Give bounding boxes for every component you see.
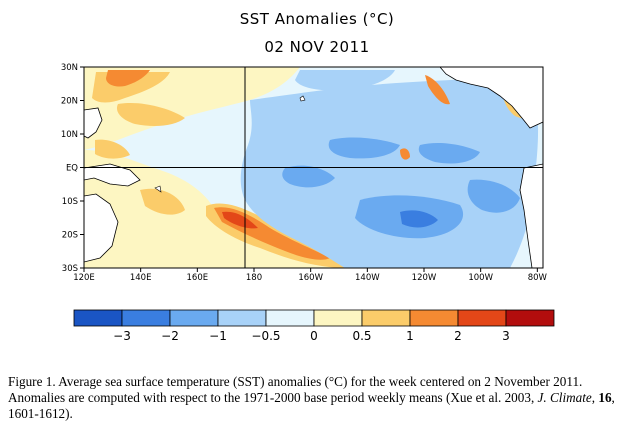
caption-journal: J. Climate [537, 390, 592, 405]
colorbar-label: 3 [502, 329, 510, 343]
colorbar-swatch [169, 309, 219, 327]
land-north-america [439, 67, 543, 129]
lon-tick-label: 120E [73, 273, 95, 283]
warm-anomaly-central-west [116, 102, 185, 126]
lon-tick-label: 160W [298, 273, 323, 283]
colorbar-swatch [121, 309, 171, 327]
map-title: SST Anomalies (°C) [239, 10, 395, 28]
colorbar-label: −2 [161, 329, 179, 343]
colorbar-swatch [313, 309, 363, 327]
warm-region-southwest [84, 150, 345, 268]
warm-spot-equatorial-east [400, 148, 410, 160]
cool-patch-equatorial-2 [418, 142, 480, 164]
lon-tick-label: 140E [130, 273, 152, 283]
latitude-ticks: 30N 20N 10N EQ 10S 20S 30S [61, 63, 84, 274]
cool-region-north-central [295, 70, 395, 91]
warm-anomaly-baja [425, 75, 450, 105]
caption-text: Average sea surface temperature (SST) an… [8, 374, 583, 405]
colorbar-swatch [73, 309, 123, 327]
warm-region-north-central [180, 67, 250, 93]
colorbar-label: 1 [406, 329, 414, 343]
lon-tick-label: 120W [412, 273, 437, 283]
sst-anomaly-map: 30N 20N 10N EQ 10S 20S 30S 120E 140E 160E 180 160W… [61, 63, 555, 343]
warm-anomaly-sw [140, 188, 185, 215]
land-hawaii [299, 95, 306, 102]
colorbar-label: 0.5 [352, 329, 371, 343]
colorbar: −3 −2 −1 −0.5 0 0.5 1 2 3 [73, 309, 555, 343]
cool-patch-central [282, 165, 335, 188]
colorbar-label: −3 [113, 329, 131, 343]
colorbar-swatch [217, 309, 267, 327]
lat-tick-label: 10S [62, 197, 78, 207]
lon-tick-label: 180 [246, 273, 262, 283]
lon-tick-label: 80W [528, 273, 548, 283]
land-australia [84, 193, 119, 263]
lat-tick-label: 20N [61, 97, 78, 107]
figure-caption: Figure 1. Average sea surface temperatur… [8, 374, 628, 422]
land-solomon-islands [154, 185, 162, 193]
caption-pages: , 1601-1612). [8, 390, 615, 421]
anomaly-field [84, 67, 543, 268]
map-date: 02 NOV 2011 [264, 38, 370, 56]
colorbar-label: 0 [310, 329, 318, 343]
lat-tick-label: 20S [62, 231, 78, 241]
colorbar-swatch [361, 309, 411, 327]
caption-label: Figure 1. [8, 374, 56, 389]
colorbar-label: 2 [454, 329, 462, 343]
cool-patch-southeast-2 [467, 179, 520, 213]
colorbar-swatch [505, 309, 555, 327]
strong-warm-nw [106, 70, 150, 87]
land-new-guinea [84, 163, 141, 187]
lat-tick-label: 30S [62, 264, 78, 274]
lat-tick-label: 30N [61, 63, 78, 73]
warm-anomaly-west-equator [95, 139, 130, 159]
caption-sep: , [591, 390, 599, 405]
lon-tick-label: 160E [187, 273, 209, 283]
colorbar-swatch [457, 309, 507, 327]
cool-region-northeast [439, 98, 520, 129]
caption-volume: 16 [598, 390, 612, 405]
land-philippines [84, 107, 103, 139]
land-south-america [519, 163, 543, 268]
strong-cool-patch [400, 210, 438, 228]
lat-tick-label: 10N [61, 130, 78, 140]
lon-tick-label: 100W [468, 273, 493, 283]
colorbar-swatch [409, 309, 459, 327]
colorbar-swatch [265, 309, 315, 327]
lon-tick-label: 140W [355, 273, 380, 283]
very-strong-warm-south-pacific [222, 211, 258, 229]
colorbar-label: −1 [209, 329, 227, 343]
colorbar-label: −0.5 [251, 329, 280, 343]
cool-patch-equatorial-1 [328, 137, 400, 159]
longitude-ticks: 120E 140E 160E 180 160W 140W 120W 100W 80W [73, 268, 548, 283]
lat-tick-label: EQ [66, 164, 78, 174]
